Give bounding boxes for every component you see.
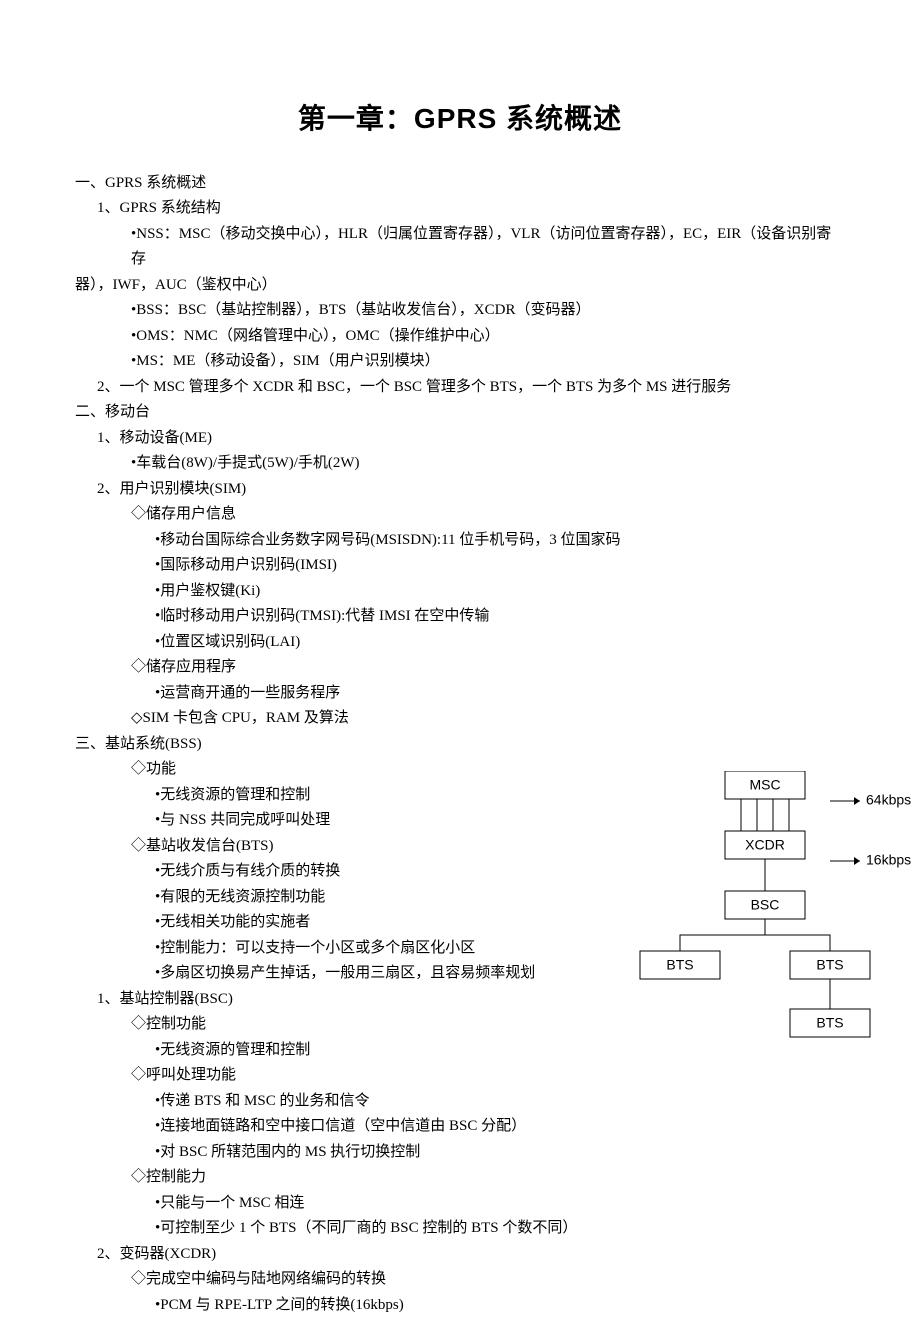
outline-line: •NSS：MSC（移动交换中心），HLR（归属位置寄存器），VLR（访问位置寄存… bbox=[131, 222, 845, 273]
outline-line: ◇呼叫处理功能 bbox=[131, 1063, 845, 1089]
bss-diagram: MSC XCDR BSC BTS BTS BTS 64kbps 16kbps bbox=[630, 771, 920, 1051]
svg-text:64kbps: 64kbps bbox=[866, 791, 911, 807]
outline-line: •只能与一个 MSC 相连 bbox=[155, 1191, 845, 1217]
svg-text:BTS: BTS bbox=[666, 956, 693, 972]
outline-line: •MS：ME（移动设备），SIM（用户识别模块） bbox=[131, 349, 845, 375]
outline-line: •OMS：NMC（网络管理中心），OMC（操作维护中心） bbox=[131, 324, 845, 350]
outline-line: 2、变码器(XCDR) bbox=[97, 1242, 845, 1268]
outline-line: •移动台国际综合业务数字网号码(MSISDN):11 位手机号码，3 位国家码 bbox=[155, 528, 845, 554]
outline-line: •国际移动用户识别码(IMSI) bbox=[155, 553, 845, 579]
outline-line: 2、一个 MSC 管理多个 XCDR 和 BSC，一个 BSC 管理多个 BTS… bbox=[97, 375, 845, 401]
outline-line: •BSS：BSC（基站控制器），BTS（基站收发信台），XCDR（变码器） bbox=[131, 298, 845, 324]
svg-text:16kbps: 16kbps bbox=[866, 851, 911, 867]
outline-line: •可控制至少 1 个 BTS（不同厂商的 BSC 控制的 BTS 个数不同） bbox=[155, 1216, 845, 1242]
outline-line: •传递 BTS 和 MSC 的业务和信令 bbox=[155, 1089, 845, 1115]
outline-line: 一、GPRS 系统概述 bbox=[75, 171, 845, 197]
outline-line: ◇储存应用程序 bbox=[131, 655, 845, 681]
outline-line: •车载台(8W)/手提式(5W)/手机(2W) bbox=[131, 451, 845, 477]
page-title: 第一章：GPRS 系统概述 bbox=[75, 95, 845, 143]
outline-line: 1、GPRS 系统结构 bbox=[97, 196, 845, 222]
outline-line: •位置区域识别码(LAI) bbox=[155, 630, 845, 656]
outline-line: •用户鉴权键(Ki) bbox=[155, 579, 845, 605]
outline-line: •运营商开通的一些服务程序 bbox=[155, 681, 845, 707]
outline-line: •对 BSC 所辖范围内的 MS 执行切换控制 bbox=[155, 1140, 845, 1166]
outline-line: ◇控制能力 bbox=[131, 1165, 845, 1191]
outline-line: •临时移动用户识别码(TMSI):代替 IMSI 在空中传输 bbox=[155, 604, 845, 630]
outline-line: 三、基站系统(BSS) bbox=[75, 732, 845, 758]
outline-line: ◇储存用户信息 bbox=[131, 502, 845, 528]
svg-text:BTS: BTS bbox=[816, 1014, 843, 1030]
outline-line: 二、移动台 bbox=[75, 400, 845, 426]
outline-line: 2、用户识别模块(SIM) bbox=[97, 477, 845, 503]
outline-line: ◇完成空中编码与陆地网络编码的转换 bbox=[131, 1267, 845, 1293]
svg-text:BTS: BTS bbox=[816, 956, 843, 972]
svg-text:XCDR: XCDR bbox=[745, 836, 785, 852]
outline-line: 1、移动设备(ME) bbox=[97, 426, 845, 452]
svg-text:MSC: MSC bbox=[749, 776, 780, 792]
content-area: 一、GPRS 系统概述1、GPRS 系统结构•NSS：MSC（移动交换中心），H… bbox=[75, 171, 845, 1318]
outline-text: 一、GPRS 系统概述1、GPRS 系统结构•NSS：MSC（移动交换中心），H… bbox=[75, 171, 845, 1318]
outline-line: •PCM 与 RPE-LTP 之间的转换(16kbps) bbox=[155, 1293, 845, 1318]
svg-text:BSC: BSC bbox=[751, 896, 780, 912]
outline-line: 器），IWF，AUC（鉴权中心） bbox=[75, 273, 845, 299]
outline-line: •连接地面链路和空中接口信道（空中信道由 BSC 分配） bbox=[155, 1114, 845, 1140]
outline-line: ◇SIM 卡包含 CPU，RAM 及算法 bbox=[131, 706, 845, 732]
